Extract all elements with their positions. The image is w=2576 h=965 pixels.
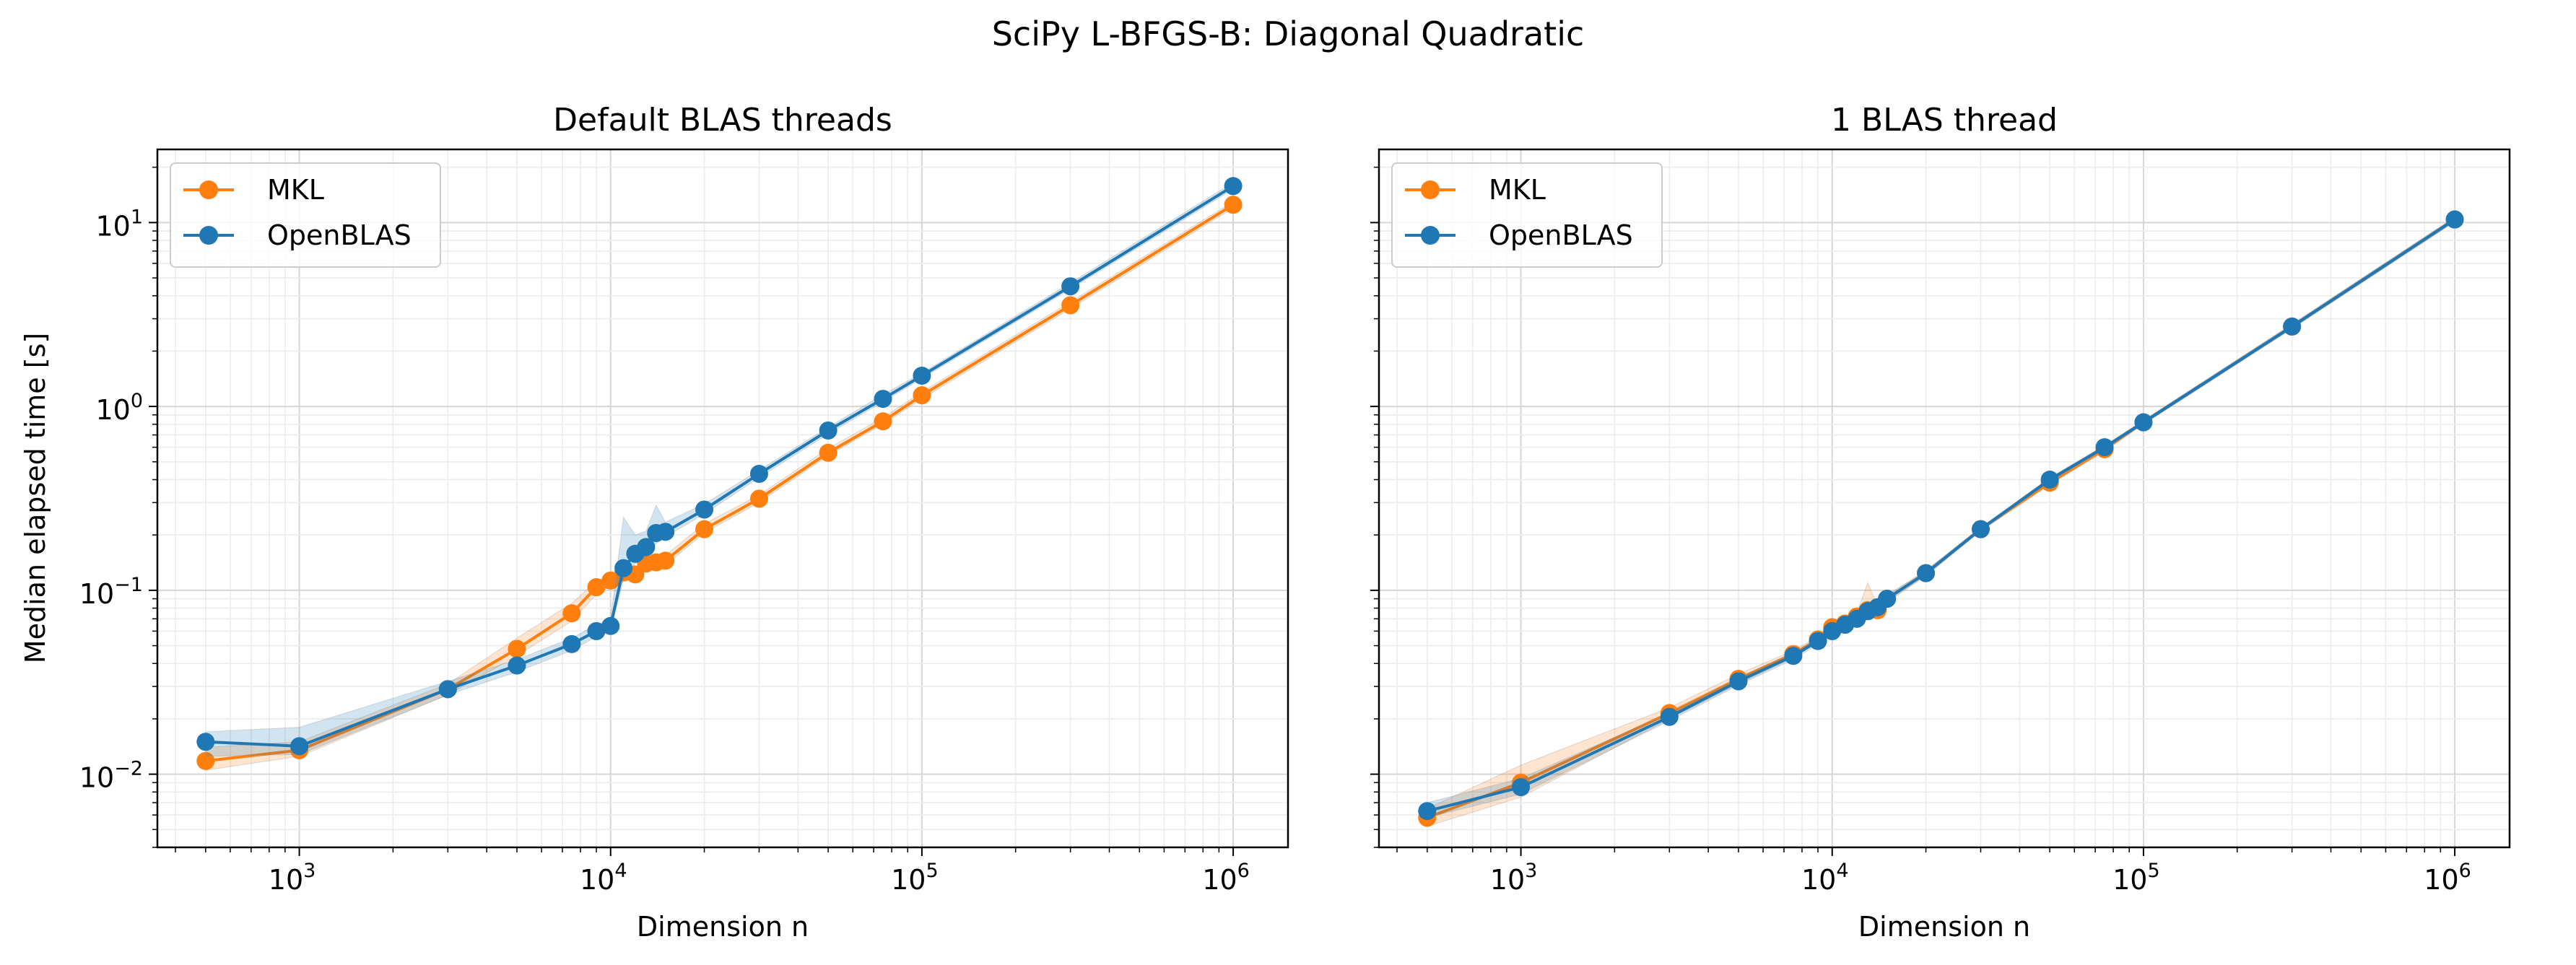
data-point bbox=[1809, 632, 1827, 650]
data-point bbox=[1729, 672, 1748, 691]
tick-label: 101 bbox=[95, 206, 143, 242]
legend-marker bbox=[199, 226, 218, 245]
data-point bbox=[695, 520, 714, 538]
legend-label: MKL bbox=[1489, 174, 1546, 206]
data-point bbox=[819, 421, 837, 440]
axes-frame bbox=[156, 148, 1289, 849]
tick-label: 105 bbox=[2112, 860, 2160, 896]
x-axis-label: Dimension n bbox=[1858, 911, 2030, 943]
data-point bbox=[438, 680, 457, 699]
axis-ticks: 103 104 105 106 bbox=[1370, 166, 2471, 896]
legend-marker bbox=[199, 180, 218, 199]
data-point bbox=[196, 733, 215, 751]
figure-title: SciPy L-BFGS-B: Diagonal Quadratic bbox=[992, 14, 1585, 53]
data-point bbox=[601, 571, 620, 590]
series-mkl bbox=[196, 196, 1243, 771]
data-point bbox=[290, 737, 309, 756]
data-point bbox=[1660, 707, 1679, 726]
data-point bbox=[1061, 277, 1080, 296]
data-point bbox=[508, 639, 526, 658]
data-point bbox=[2283, 317, 2302, 336]
series-line bbox=[205, 185, 1235, 748]
data-point bbox=[749, 489, 768, 508]
series-mkl bbox=[1418, 210, 2464, 827]
tick-label: 104 bbox=[580, 860, 627, 896]
legend-entry-mkl: MKL bbox=[183, 174, 324, 206]
axis-ticks: 103 104 105 106 10−2 10−1 100 101 bbox=[79, 166, 1250, 896]
series-line bbox=[1427, 218, 2456, 819]
data-point bbox=[1224, 177, 1243, 196]
panel-1-blas-thread: 1 BLAS thread Dimension n MKL OpenBLAS 1… bbox=[1370, 102, 2511, 943]
tick-label: 10−2 bbox=[79, 758, 143, 794]
series-openblas bbox=[1418, 210, 2464, 821]
y-axis-label: Median elapsed time [s] bbox=[19, 333, 51, 663]
legend-label: MKL bbox=[267, 174, 324, 206]
data-point bbox=[1784, 647, 1803, 665]
data-point bbox=[196, 751, 215, 770]
plot-area bbox=[157, 149, 1288, 848]
data-point bbox=[695, 500, 714, 519]
series-band bbox=[205, 182, 1234, 757]
data-point bbox=[562, 634, 581, 653]
tick-label: 105 bbox=[891, 860, 939, 896]
data-point bbox=[2095, 438, 2114, 457]
data-point bbox=[874, 390, 892, 409]
tick-label: 100 bbox=[95, 390, 143, 426]
legend-marker bbox=[1421, 226, 1440, 245]
axes-frame bbox=[1378, 148, 2511, 849]
data-point bbox=[656, 551, 675, 570]
legend-label: OpenBLAS bbox=[1489, 219, 1633, 251]
data-point bbox=[874, 412, 892, 431]
panel-default-blas-threads: Default BLAS threads Dimension n Median … bbox=[19, 102, 1289, 943]
data-point bbox=[819, 443, 837, 462]
tick-label: 103 bbox=[269, 860, 316, 896]
legend-box bbox=[1391, 162, 1663, 268]
data-point bbox=[1512, 778, 1531, 797]
tick-label: 104 bbox=[1801, 860, 1849, 896]
legend: MKL OpenBLAS bbox=[170, 162, 441, 268]
series-line bbox=[1427, 218, 2456, 813]
legend-entry-openblas: OpenBLAS bbox=[1405, 219, 1633, 251]
data-point bbox=[614, 559, 633, 577]
data-point bbox=[2134, 413, 2153, 432]
data-point bbox=[1971, 520, 1990, 538]
series-band bbox=[1427, 216, 2455, 818]
tick-label: 106 bbox=[1202, 860, 1250, 896]
panel-title: 1 BLAS thread bbox=[1831, 102, 2058, 139]
legend-box bbox=[170, 162, 441, 268]
legend-label: OpenBLAS bbox=[267, 219, 412, 251]
data-point bbox=[562, 604, 581, 623]
legend-entry-openblas: OpenBLAS bbox=[183, 219, 412, 251]
legend-entry-mkl: MKL bbox=[1405, 174, 1546, 206]
data-point bbox=[587, 621, 606, 640]
data-point bbox=[587, 578, 606, 597]
x-axis-label: Dimension n bbox=[637, 911, 809, 943]
data-point bbox=[2445, 210, 2464, 229]
panel-title: Default BLAS threads bbox=[553, 102, 892, 139]
series-band bbox=[1427, 216, 2455, 827]
data-point bbox=[2040, 471, 2059, 489]
data-point bbox=[1418, 802, 1437, 821]
data-point bbox=[601, 616, 620, 635]
data-point bbox=[749, 464, 768, 483]
legend: MKL OpenBLAS bbox=[1391, 162, 1663, 268]
series-openblas bbox=[196, 177, 1243, 757]
data-point bbox=[1061, 296, 1080, 315]
data-point bbox=[913, 386, 931, 405]
data-point bbox=[637, 538, 656, 556]
data-point bbox=[508, 656, 526, 675]
tick-label: 103 bbox=[1490, 860, 1538, 896]
data-point bbox=[1917, 564, 1936, 582]
data-point bbox=[656, 523, 675, 541]
tick-label: 106 bbox=[2424, 860, 2471, 896]
data-point bbox=[1224, 196, 1243, 214]
data-point bbox=[1878, 590, 1897, 608]
data-point bbox=[913, 367, 931, 385]
grid bbox=[1379, 149, 2510, 848]
plot-area bbox=[1379, 149, 2510, 848]
tick-label: 10−1 bbox=[79, 574, 143, 610]
legend-marker bbox=[1421, 180, 1440, 199]
